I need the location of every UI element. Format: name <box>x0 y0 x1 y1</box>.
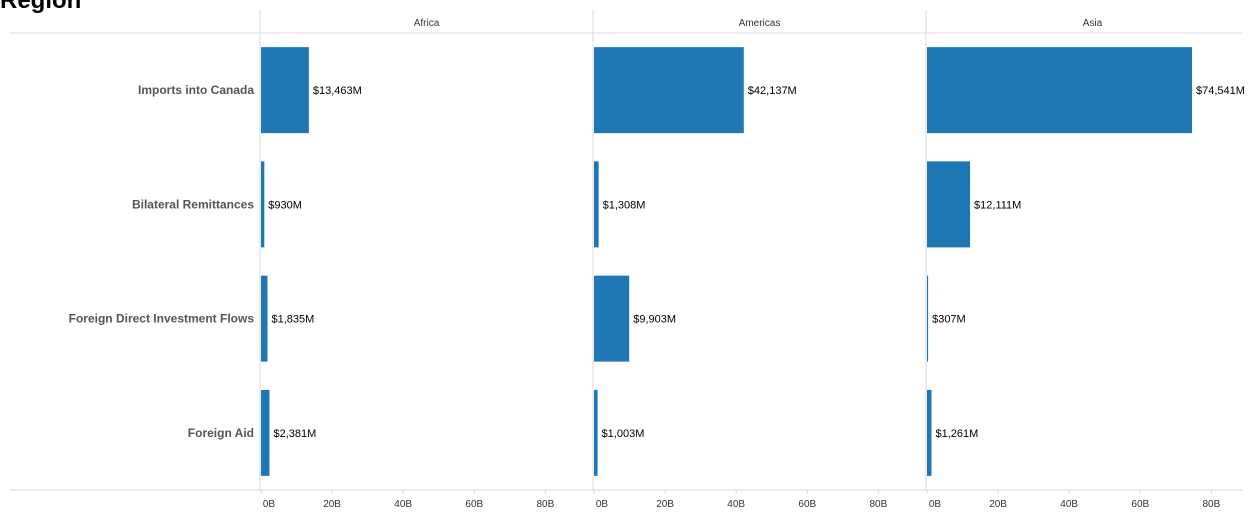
x-tick-label: 0B <box>596 499 609 510</box>
bar[interactable] <box>927 47 1192 134</box>
x-tick-label: 40B <box>394 499 412 510</box>
category-label: Imports into Canada <box>138 83 254 97</box>
data-label: $307M <box>932 314 966 326</box>
x-tick-label: 20B <box>989 499 1007 510</box>
bar[interactable] <box>927 389 932 476</box>
data-label: $74,541M <box>1196 85 1245 97</box>
x-tick-label: 40B <box>727 499 745 510</box>
bar[interactable] <box>261 389 270 476</box>
category-label: Bilateral Remittances <box>132 197 254 211</box>
bar[interactable] <box>927 275 929 362</box>
bar[interactable] <box>594 161 599 248</box>
x-tick-label: 80B <box>870 499 888 510</box>
x-tick-label: 60B <box>1131 499 1149 510</box>
bar[interactable] <box>261 161 265 248</box>
bar[interactable] <box>261 275 268 362</box>
data-label: $930M <box>268 199 302 211</box>
page-title: Region <box>0 0 82 14</box>
data-label: $42,137M <box>748 85 797 97</box>
category-label: Foreign Aid <box>188 426 254 440</box>
data-label: $1,261M <box>935 428 978 440</box>
data-label: $1,308M <box>603 199 646 211</box>
data-label: $12,111M <box>974 199 1021 211</box>
x-tick-label: 80B <box>537 499 555 510</box>
category-label: Foreign Direct Investment Flows <box>69 312 255 326</box>
data-label: $2,381M <box>273 428 316 440</box>
bar[interactable] <box>927 161 971 248</box>
facet-header: Asia <box>1083 18 1103 29</box>
bar[interactable] <box>261 47 309 134</box>
x-tick-label: 40B <box>1060 499 1078 510</box>
data-label: $1,003M <box>602 428 645 440</box>
x-tick-label: 0B <box>263 499 276 510</box>
bar[interactable] <box>594 389 598 476</box>
data-label: $13,463M <box>313 85 362 97</box>
data-label: $9,903M <box>633 314 676 326</box>
x-tick-label: 60B <box>798 499 816 510</box>
x-tick-label: 80B <box>1203 499 1221 510</box>
bar[interactable] <box>594 275 630 362</box>
data-label: $1,835M <box>272 314 315 326</box>
x-tick-label: 0B <box>929 499 942 510</box>
facet-header: Americas <box>739 18 781 29</box>
x-tick-label: 60B <box>465 499 483 510</box>
x-tick-label: 20B <box>656 499 674 510</box>
x-tick-label: 20B <box>323 499 341 510</box>
facet-header: Africa <box>414 18 440 29</box>
bar[interactable] <box>594 47 744 134</box>
